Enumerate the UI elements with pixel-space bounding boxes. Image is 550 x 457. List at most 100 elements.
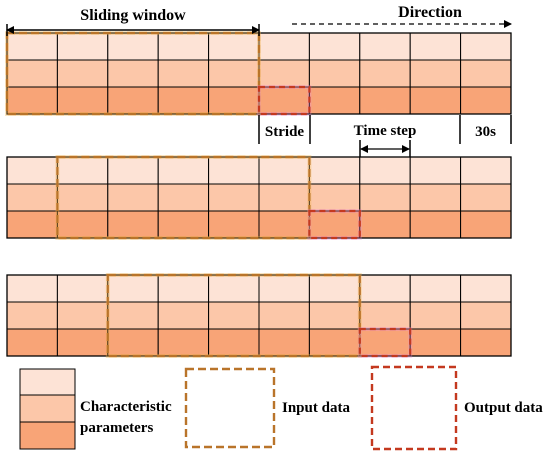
grid-cell [157,86,210,115]
grid-cell [409,210,462,239]
input-window [106,273,361,358]
grid-cell [409,86,462,115]
grid-cell [460,183,512,212]
grid-cell [359,183,411,212]
grid-cell [409,32,462,61]
grid-cell [409,274,462,303]
grid-cell [308,86,361,115]
grid-cell [107,210,159,239]
grid-cell [107,32,159,61]
grid-cell [359,274,411,303]
grid-cell [208,86,260,115]
stride-label: Stride [265,124,305,140]
grid-cell [56,210,109,239]
grid-cell [258,59,310,88]
time-step-annotation: Time step [354,123,417,157]
grid-cell [157,274,210,303]
output-cell [257,85,311,116]
grid-cell [409,156,462,185]
grid-cell [208,183,260,212]
grid-cell [258,156,310,185]
grid-cell [258,328,310,357]
grid-cell [208,301,260,330]
grid-cell [359,86,411,115]
grid-cell [258,86,310,115]
grid-cell [460,59,512,88]
grid-cell [258,183,310,212]
grid-cell [258,32,310,61]
grid-cell [308,156,361,185]
legend: Characteristic parameters Input data Out… [19,365,543,451]
grid-cell [359,156,411,185]
grid-panel-step-1 [6,32,512,115]
grid-cell [258,210,310,239]
sliding-window-annotation: Sliding window [6,7,260,36]
grid-cell [359,301,411,330]
grid-cell [56,86,109,115]
interval-label: 30s [475,124,496,140]
grid-cell [107,86,159,115]
grid-cell [460,274,512,303]
grid-cell [157,301,210,330]
grid-cell [56,32,109,61]
grid-cell [56,274,109,303]
grid-border [6,156,512,239]
grid-cell [208,156,260,185]
stride-annotation: Stride [258,115,311,144]
input-window [56,155,311,240]
grid-cell [258,274,310,303]
grid-cell [409,183,462,212]
output-cell [358,327,412,358]
grid-cell [157,59,210,88]
legend-characteristic-label-line2: parameters [80,420,153,436]
legend-characteristic-swatch [19,368,76,450]
grid-cell [107,156,159,185]
grid-cell [308,328,361,357]
grid-panel-step-2 [6,156,512,239]
output-cell [308,209,361,240]
grid-cell [107,328,159,357]
grid-cell [460,156,512,185]
grid-cell [107,301,159,330]
grid-cell [157,210,210,239]
grid-cell [208,328,260,357]
grid-cell [208,274,260,303]
grid-cell [157,32,210,61]
grid-cell [258,301,310,330]
grid-cell [56,301,109,330]
grid-cell [409,301,462,330]
grid-cell [157,183,210,212]
direction-label: Direction [398,4,462,21]
grid-cell [359,32,411,61]
grid-cell [208,59,260,88]
grid-cell [359,328,411,357]
grid-cell [56,156,109,185]
grid-cell [6,59,58,88]
grid-cell [6,274,58,303]
direction-annotation: Direction [292,4,512,28]
grid-cell [157,328,210,357]
grid-cell [208,32,260,61]
grid-cell [460,86,512,115]
interval-annotation: 30s [459,115,512,144]
grid-cell [460,32,512,61]
grid-cell [6,183,58,212]
legend-output-label: Output data [464,400,543,416]
time-step-label: Time step [354,123,417,139]
grid-panel-step-3 [6,274,512,357]
grid-cell [208,210,260,239]
grid-cell [460,301,512,330]
grid-cell [308,183,361,212]
window-overlays [5,31,413,358]
legend-input-box [184,367,276,449]
grid-cell [107,59,159,88]
grid-cell [308,59,361,88]
grid-cell [359,59,411,88]
grid-cell [308,32,361,61]
legend-characteristic-label-line1: Characteristic [80,399,172,415]
grid-cell [308,210,361,239]
legend-output-box [370,365,458,451]
grid-cell [107,183,159,212]
sliding-window-label: Sliding window [80,7,186,24]
